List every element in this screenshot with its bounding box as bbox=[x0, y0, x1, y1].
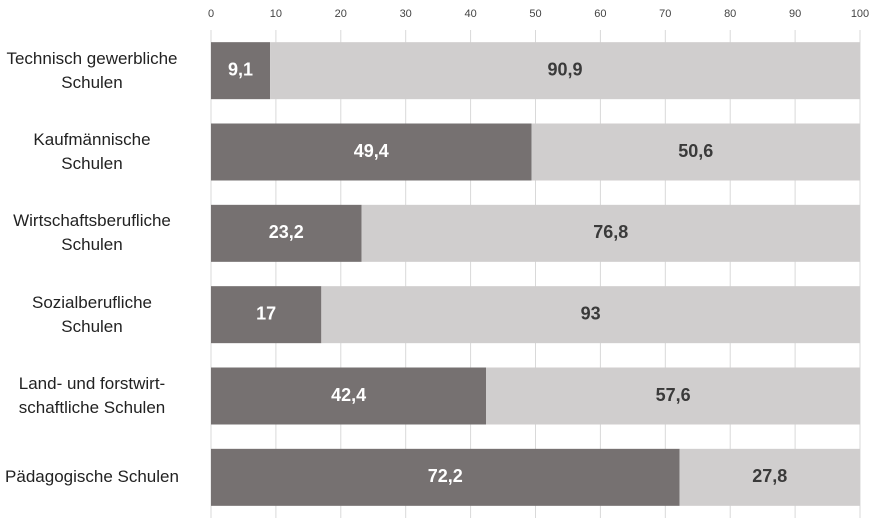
data-label: 42,4 bbox=[331, 385, 366, 405]
data-label: 93 bbox=[581, 303, 601, 323]
bar-segment bbox=[361, 204, 860, 262]
bar-segment bbox=[270, 42, 860, 100]
bar-segment bbox=[211, 204, 362, 262]
data-label: 57,6 bbox=[656, 385, 691, 405]
x-tick-label: 90 bbox=[789, 8, 801, 20]
bar-segment bbox=[531, 123, 860, 181]
x-tick-label: 100 bbox=[851, 8, 869, 20]
data-label: 49,4 bbox=[354, 141, 389, 161]
bar-segment bbox=[211, 123, 532, 181]
category-label: Wirtschaftsberufliche Schulen bbox=[13, 211, 171, 255]
data-label: 50,6 bbox=[678, 141, 713, 161]
bar-segment bbox=[211, 367, 487, 425]
x-tick-label: 0 bbox=[208, 8, 214, 20]
bar-segment bbox=[679, 448, 860, 506]
data-label: 76,8 bbox=[593, 222, 628, 242]
category-label: Technisch gewerbliche Schulen bbox=[6, 48, 178, 92]
data-label: 9,1 bbox=[228, 59, 253, 79]
bar-segment bbox=[486, 367, 860, 425]
data-label: 23,2 bbox=[269, 222, 304, 242]
category-label: Pädagogische Schulen bbox=[5, 467, 179, 487]
data-label: 90,9 bbox=[548, 59, 583, 79]
bar-segment bbox=[211, 286, 322, 344]
x-tick-label: 20 bbox=[335, 8, 347, 20]
bar-segment bbox=[211, 448, 680, 506]
x-tick-label: 50 bbox=[529, 8, 541, 20]
data-label: 17 bbox=[256, 303, 276, 323]
category-label: Land- und forstwirt- schaftliche Schulen bbox=[18, 374, 166, 417]
x-tick-label: 60 bbox=[594, 8, 606, 20]
bar-segment bbox=[321, 286, 860, 344]
x-tick-label: 70 bbox=[659, 8, 671, 20]
x-tick-label: 10 bbox=[270, 8, 282, 20]
category-label: Kaufmännische Schulen bbox=[33, 130, 151, 173]
x-tick-label: 40 bbox=[464, 8, 476, 20]
category-label: Sozialberufliche Schulen bbox=[31, 292, 152, 336]
bar-segment bbox=[211, 42, 271, 100]
data-label: 27,8 bbox=[752, 466, 787, 486]
x-tick-label: 30 bbox=[400, 8, 412, 20]
data-label: 72,2 bbox=[428, 466, 463, 486]
x-tick-label: 80 bbox=[724, 8, 736, 20]
